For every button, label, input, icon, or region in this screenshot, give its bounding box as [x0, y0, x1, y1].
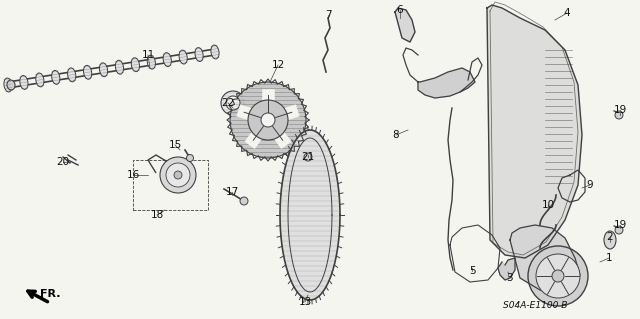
Text: 18: 18: [150, 210, 164, 220]
Ellipse shape: [147, 55, 156, 69]
Text: 17: 17: [225, 187, 239, 197]
Ellipse shape: [211, 45, 219, 59]
Circle shape: [552, 270, 564, 282]
Text: 1: 1: [605, 253, 612, 263]
Circle shape: [186, 154, 193, 161]
Ellipse shape: [36, 73, 44, 87]
Circle shape: [174, 171, 182, 179]
Ellipse shape: [7, 80, 15, 90]
Text: 8: 8: [393, 130, 399, 140]
Circle shape: [248, 100, 288, 140]
Ellipse shape: [83, 65, 92, 79]
Ellipse shape: [20, 76, 28, 89]
Text: 3: 3: [506, 273, 512, 283]
Text: 2: 2: [607, 232, 613, 242]
Text: 9: 9: [587, 180, 593, 190]
Text: 15: 15: [168, 140, 182, 150]
Text: S04A-E1100 B: S04A-E1100 B: [503, 300, 567, 309]
Ellipse shape: [195, 48, 203, 62]
Circle shape: [304, 153, 312, 161]
Text: 11: 11: [141, 50, 155, 60]
Ellipse shape: [68, 68, 76, 82]
Text: 12: 12: [271, 60, 285, 70]
Text: 5: 5: [468, 266, 476, 276]
Text: 19: 19: [613, 105, 627, 115]
Text: 19: 19: [613, 220, 627, 230]
Ellipse shape: [4, 78, 12, 92]
Polygon shape: [280, 130, 340, 300]
Ellipse shape: [163, 53, 172, 67]
Text: 6: 6: [397, 5, 403, 15]
Ellipse shape: [179, 50, 188, 64]
Ellipse shape: [604, 231, 616, 249]
Polygon shape: [418, 68, 475, 98]
Text: 7: 7: [324, 10, 332, 20]
Ellipse shape: [52, 70, 60, 84]
Circle shape: [166, 163, 190, 187]
Polygon shape: [498, 258, 515, 280]
Text: FR.: FR.: [40, 289, 61, 299]
Circle shape: [160, 157, 196, 193]
Text: 21: 21: [301, 152, 315, 162]
Ellipse shape: [115, 60, 124, 74]
Circle shape: [528, 246, 588, 306]
Ellipse shape: [99, 63, 108, 77]
Circle shape: [615, 111, 623, 119]
Circle shape: [536, 254, 580, 298]
Text: 16: 16: [126, 170, 140, 180]
Ellipse shape: [221, 91, 245, 115]
Text: 13: 13: [298, 297, 312, 307]
Text: 20: 20: [56, 157, 70, 167]
Text: 10: 10: [541, 200, 555, 210]
Ellipse shape: [226, 96, 240, 110]
Text: 22: 22: [221, 98, 235, 108]
Circle shape: [261, 113, 275, 127]
Circle shape: [230, 82, 306, 158]
Polygon shape: [487, 5, 582, 258]
Circle shape: [240, 197, 248, 205]
Ellipse shape: [131, 58, 140, 72]
Polygon shape: [510, 225, 580, 295]
Polygon shape: [395, 8, 415, 42]
Circle shape: [615, 226, 623, 234]
Text: 4: 4: [564, 8, 570, 18]
